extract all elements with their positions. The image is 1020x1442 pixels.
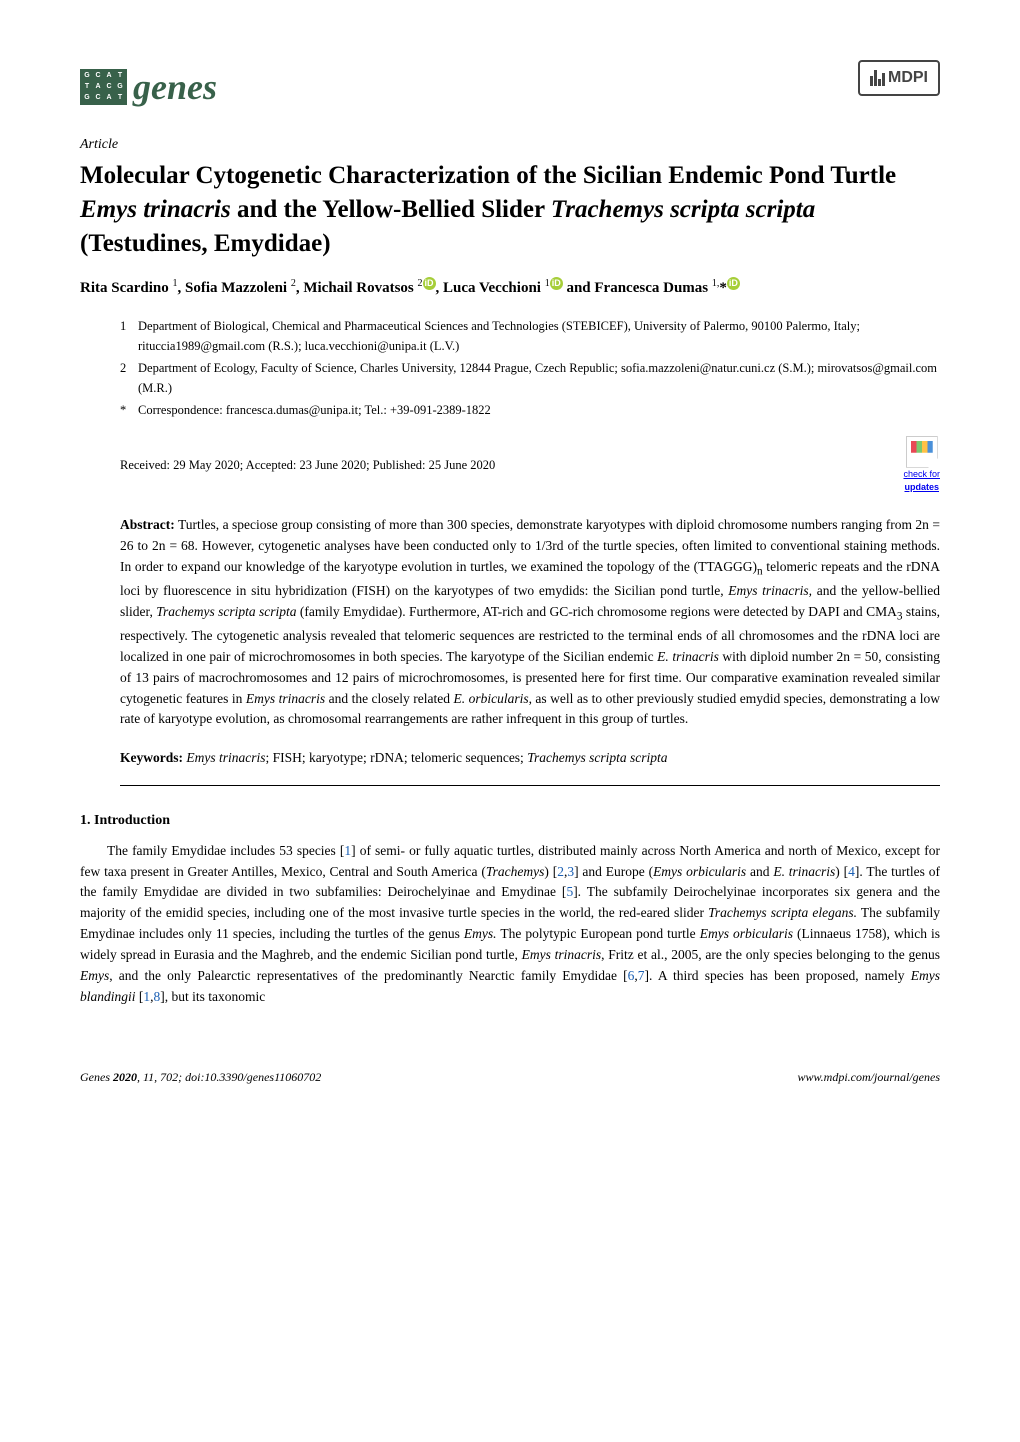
keywords-text: Emys trinacris; FISH; karyotype; rDNA; t… — [186, 750, 667, 765]
publisher-logo: MDPI — [858, 60, 940, 96]
affiliation-row: 2 Department of Ecology, Faculty of Scie… — [120, 358, 940, 398]
affiliation-num: 2 — [120, 358, 138, 398]
divider-line — [120, 785, 940, 786]
affiliation-num: * — [120, 400, 138, 420]
intro-paragraph: The family Emydidae includes 53 species … — [80, 841, 940, 1008]
abstract-block: Abstract: Turtles, a speciose group cons… — [120, 515, 940, 731]
affiliation-num: 1 — [120, 316, 138, 356]
journal-name: genes — [133, 60, 217, 114]
affiliations-block: 1 Department of Biological, Chemical and… — [120, 316, 940, 420]
logo-block-icon: GCAT TACG GCAT — [80, 69, 127, 105]
keywords-block: Keywords: Emys trinacris; FISH; karyotyp… — [120, 748, 940, 768]
header-row: GCAT TACG GCAT genes MDPI — [80, 60, 940, 114]
keywords-label: Keywords: — [120, 750, 183, 765]
affiliation-row: 1 Department of Biological, Chemical and… — [120, 316, 940, 356]
check-updates-label: check for — [903, 468, 940, 482]
footer-citation: Genes 2020, 11, 702; doi:10.3390/genes11… — [80, 1068, 321, 1086]
page-footer: Genes 2020, 11, 702; doi:10.3390/genes11… — [80, 1068, 940, 1086]
affiliation-text: Correspondence: francesca.dumas@unipa.it… — [138, 400, 491, 420]
check-updates-icon — [906, 436, 938, 468]
abstract-text: Turtles, a speciose group consisting of … — [120, 517, 940, 727]
abstract-label: Abstract: — [120, 517, 175, 532]
authors-line: Rita Scardino 1, Sofia Mazzoleni 2, Mich… — [80, 276, 940, 300]
footer-journal-link[interactable]: www.mdpi.com/journal/genes — [798, 1068, 940, 1086]
check-updates-label2: updates — [904, 481, 939, 495]
dates-row: Received: 29 May 2020; Accepted: 23 June… — [120, 436, 940, 495]
publisher-name: MDPI — [888, 66, 928, 90]
article-type-label: Article — [80, 134, 940, 155]
article-title: Molecular Cytogenetic Characterization o… — [80, 159, 940, 260]
section-heading: 1. Introduction — [80, 810, 940, 831]
check-updates-link[interactable]: check for updates — [903, 436, 940, 495]
journal-logo: GCAT TACG GCAT genes — [80, 60, 217, 114]
affiliation-text: Department of Biological, Chemical and P… — [138, 316, 940, 356]
mdpi-bars-icon — [870, 70, 885, 86]
affiliation-text: Department of Ecology, Faculty of Scienc… — [138, 358, 940, 398]
article-dates: Received: 29 May 2020; Accepted: 23 June… — [120, 456, 495, 475]
affiliation-row: * Correspondence: francesca.dumas@unipa.… — [120, 400, 940, 420]
